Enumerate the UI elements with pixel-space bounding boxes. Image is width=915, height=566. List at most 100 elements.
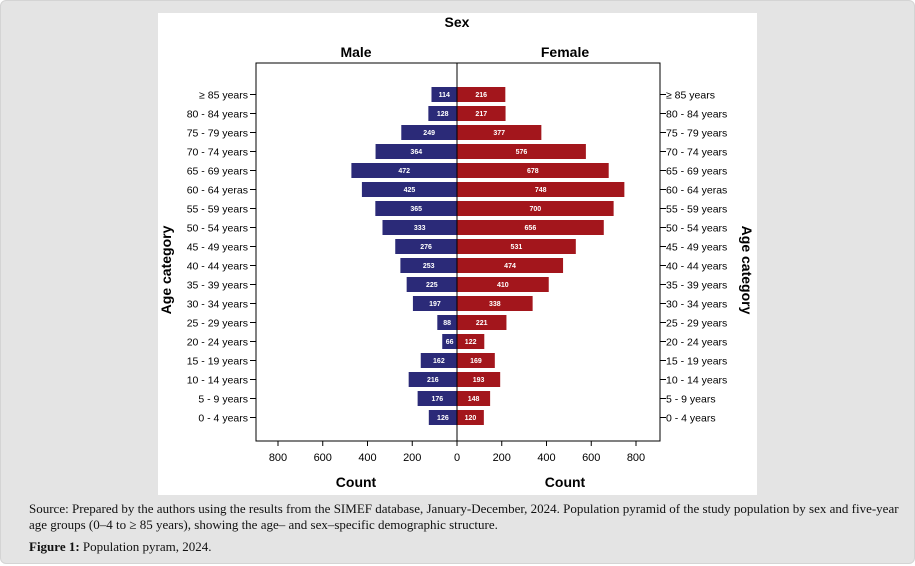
caption-figure-line: Figure 1: Population pyram, 2024. <box>29 539 899 555</box>
male-bar <box>375 144 457 159</box>
male-bar <box>442 334 457 349</box>
male-data-label: 276 <box>420 244 432 251</box>
male-bar <box>428 106 457 121</box>
left-category-label: 65 - 69 years <box>187 166 248 178</box>
right-category-label: 0 - 4 years <box>666 413 716 425</box>
female-data-label: 221 <box>476 320 488 327</box>
y-axis-label-left: Age category <box>158 225 174 314</box>
x-tick-label: 600 <box>582 452 600 464</box>
left-category-label: 50 - 54 years <box>187 223 248 235</box>
right-category-label: 40 - 44 years <box>666 261 727 273</box>
chart-panel: 114 216 ≥ 85 years ≥ 85 years 128 217 80 - 84 … <box>158 13 757 495</box>
female-bar <box>457 353 495 368</box>
male-data-label: 333 <box>414 225 426 232</box>
male-bar <box>412 296 457 311</box>
female-data-label: 148 <box>468 396 480 403</box>
female-bar <box>457 315 507 330</box>
left-category-label: 75 - 79 years <box>187 128 248 140</box>
female-bar <box>457 163 609 178</box>
figure-text: Population pyram, 2024. <box>82 539 212 554</box>
female-data-label: 169 <box>470 358 482 365</box>
right-category-label: 35 - 39 years <box>666 280 727 292</box>
right-category-label: 80 - 84 years <box>666 109 727 121</box>
y-axis-label-right: Age category <box>739 226 755 315</box>
male-data-label: 128 <box>437 111 449 118</box>
figure-caption: Source: Prepared by the authors using th… <box>29 501 899 555</box>
female-data-label: 656 <box>525 225 537 232</box>
left-category-label: 70 - 74 years <box>187 147 248 159</box>
male-bar <box>361 182 457 197</box>
female-bar <box>457 296 533 311</box>
female-data-label: 576 <box>516 149 528 156</box>
male-data-label: 249 <box>423 130 435 137</box>
male-bar <box>428 410 457 425</box>
right-category-label: 75 - 79 years <box>666 128 727 140</box>
x-tick-label: 200 <box>493 452 511 464</box>
female-bar <box>457 125 542 140</box>
right-category-label: 20 - 24 years <box>666 337 727 349</box>
left-category-label: 10 - 14 years <box>187 375 248 387</box>
male-bar <box>431 87 457 102</box>
male-bar <box>400 258 457 273</box>
female-data-label: 377 <box>493 130 505 137</box>
female-panel-label: Female <box>541 44 589 60</box>
female-bar <box>457 106 506 121</box>
male-data-label: 225 <box>426 282 438 289</box>
left-category-label: 80 - 84 years <box>187 109 248 121</box>
male-bar <box>420 353 457 368</box>
left-category-label: 45 - 49 years <box>187 242 248 254</box>
female-data-label: 120 <box>465 415 477 422</box>
male-data-label: 176 <box>431 396 443 403</box>
male-bar <box>417 391 457 406</box>
male-data-label: 365 <box>410 206 422 213</box>
plot-frame <box>255 62 661 442</box>
male-data-label: 162 <box>433 358 445 365</box>
left-category-label: 35 - 39 years <box>187 280 248 292</box>
female-data-label: 338 <box>489 301 501 308</box>
right-category-label: 10 - 14 years <box>666 375 727 387</box>
female-data-label: 122 <box>465 339 477 346</box>
right-category-label: 55 - 59 years <box>666 204 727 216</box>
right-category-label: 70 - 74 years <box>666 147 727 159</box>
right-category-label: 5 - 9 years <box>666 394 716 406</box>
male-data-label: 197 <box>429 301 441 308</box>
left-category-label: 5 - 9 years <box>198 394 248 406</box>
male-data-label: 66 <box>446 339 454 346</box>
female-data-label: 216 <box>475 92 487 99</box>
female-data-label: 410 <box>497 282 509 289</box>
female-bar <box>457 144 586 159</box>
male-data-label: 472 <box>398 168 410 175</box>
female-data-label: 531 <box>511 244 523 251</box>
x-axis-label-female: Count <box>545 474 586 490</box>
male-data-label: 216 <box>427 377 439 384</box>
right-category-label: 65 - 69 years <box>666 166 727 178</box>
female-bar <box>457 220 604 235</box>
male-data-label: 126 <box>437 415 449 422</box>
left-category-label: 30 - 34 years <box>187 299 248 311</box>
population-pyramid-chart: 114 216 ≥ 85 years ≥ 85 years 128 217 80 - 84 … <box>158 14 755 490</box>
right-category-label: 45 - 49 years <box>666 242 727 254</box>
chart-title: Sex <box>445 14 470 30</box>
male-bar <box>395 239 457 254</box>
figure-label: Figure 1: <box>29 539 80 554</box>
female-bar <box>457 182 625 197</box>
x-axis-label-male: Count <box>336 474 377 490</box>
male-bar <box>375 201 457 216</box>
left-category-label: 25 - 29 years <box>187 318 248 330</box>
male-bar <box>382 220 457 235</box>
x-tick-label: 800 <box>627 452 645 464</box>
x-tick-label: 400 <box>537 452 555 464</box>
male-bar <box>406 277 457 292</box>
x-tick-label: 0 <box>454 452 460 464</box>
female-bar <box>457 87 506 102</box>
female-data-label: 748 <box>535 187 547 194</box>
x-tick-label: 200 <box>403 452 421 464</box>
left-category-label: 55 - 59 years <box>187 204 248 216</box>
x-tick-label: 800 <box>269 452 287 464</box>
left-category-label: 60 - 64 yeras <box>187 185 248 197</box>
female-bar <box>457 277 549 292</box>
male-data-label: 88 <box>443 320 451 327</box>
male-bar <box>408 372 457 387</box>
left-category-label: 15 - 19 years <box>187 356 248 368</box>
